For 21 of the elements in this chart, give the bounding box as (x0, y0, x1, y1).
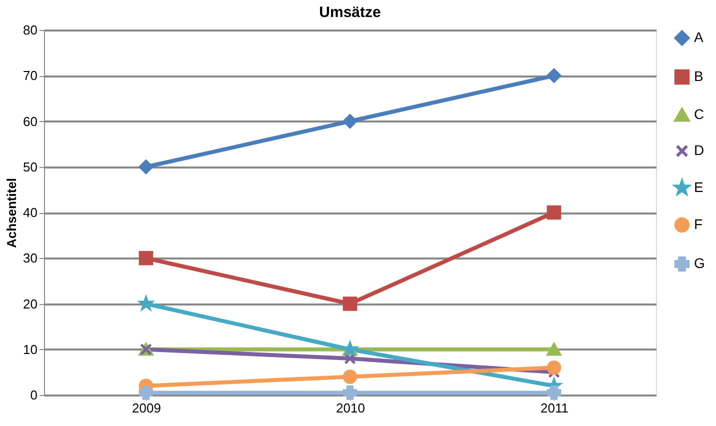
legend-label: A (694, 29, 704, 45)
legend-label: C (694, 106, 704, 122)
legend-label: E (694, 179, 704, 195)
y-tick-label: 40 (23, 205, 38, 220)
y-tick-label: 20 (23, 296, 38, 312)
x-tick-label: 2009 (132, 400, 161, 416)
y-tick-label: 70 (23, 68, 38, 84)
legend-label: F (694, 216, 703, 232)
legend-label: G (694, 255, 705, 271)
y-axis-title: Achsentitel (4, 178, 20, 248)
y-tick-label: 10 (23, 342, 38, 357)
y-tick-label: 30 (23, 250, 38, 266)
y-tick-label: 60 (23, 114, 38, 129)
y-tick-label: 50 (23, 159, 38, 174)
chart-title: Umsätze (319, 4, 381, 21)
legend-label: B (694, 68, 704, 84)
legend-label: D (694, 142, 704, 158)
x-tick-label: 2010 (336, 400, 365, 416)
y-tick-label: 0 (30, 388, 38, 402)
x-tick-label: 2011 (540, 400, 568, 416)
y-tick-label: 80 (23, 22, 38, 38)
